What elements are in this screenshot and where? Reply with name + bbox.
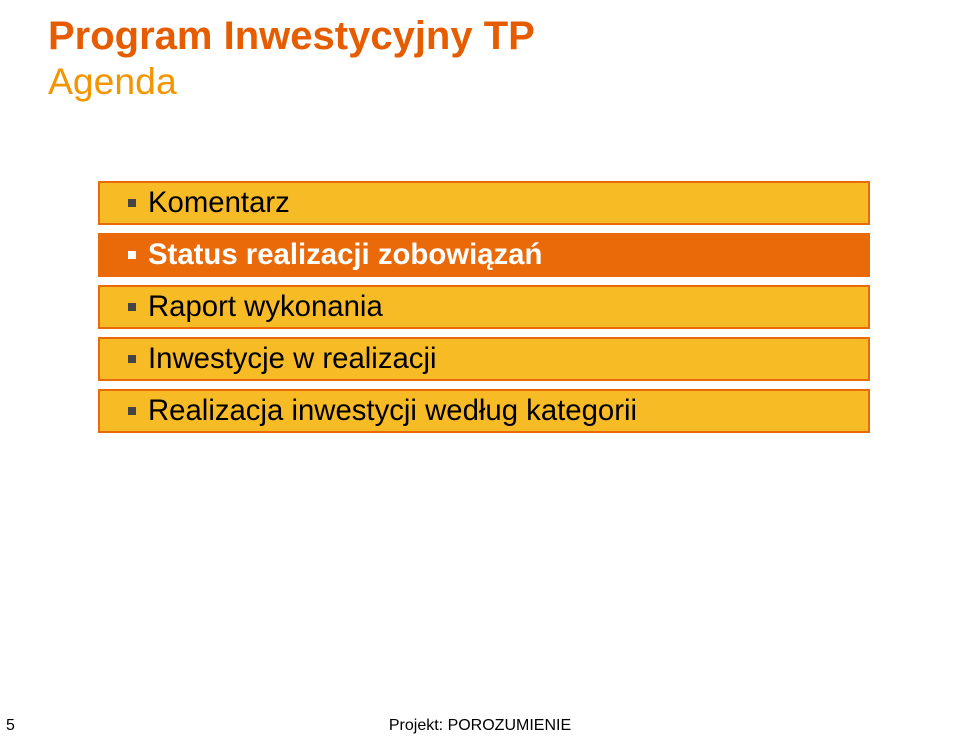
agenda-item-label: Raport wykonania: [148, 290, 383, 324]
footer: 5 Projekt: POROZUMIENIE: [0, 714, 960, 738]
agenda-item[interactable]: Status realizacji zobowiązań: [98, 233, 870, 277]
agenda-item-label: Realizacja inwestycji według kategorii: [148, 394, 637, 428]
agenda-item-label: Inwestycje w realizacji: [148, 342, 436, 376]
agenda-item[interactable]: Inwestycje w realizacji: [98, 337, 870, 381]
page-subtitle: Agenda: [48, 60, 912, 103]
project-label: Projekt: POROZUMIENIE: [389, 717, 571, 735]
page-title: Program Inwestycyjny TP: [48, 14, 912, 58]
agenda-item[interactable]: Raport wykonania: [98, 285, 870, 329]
agenda-list: Komentarz Status realizacji zobowiązań Rap…: [98, 181, 870, 433]
bullet-icon: [128, 407, 136, 415]
slide: Program Inwestycyjny TP Agenda Komentarz…: [0, 0, 960, 744]
agenda-item-label: Status realizacji zobowiązań: [148, 238, 542, 272]
bullet-icon: [128, 303, 136, 311]
agenda-item-label: Komentarz: [148, 186, 290, 220]
agenda-item[interactable]: Komentarz: [98, 181, 870, 225]
bullet-icon: [128, 199, 136, 207]
bullet-icon: [128, 355, 136, 363]
bullet-icon: [128, 251, 136, 259]
agenda-item[interactable]: Realizacja inwestycji według kategorii: [98, 389, 870, 433]
page-number: 5: [6, 717, 15, 735]
